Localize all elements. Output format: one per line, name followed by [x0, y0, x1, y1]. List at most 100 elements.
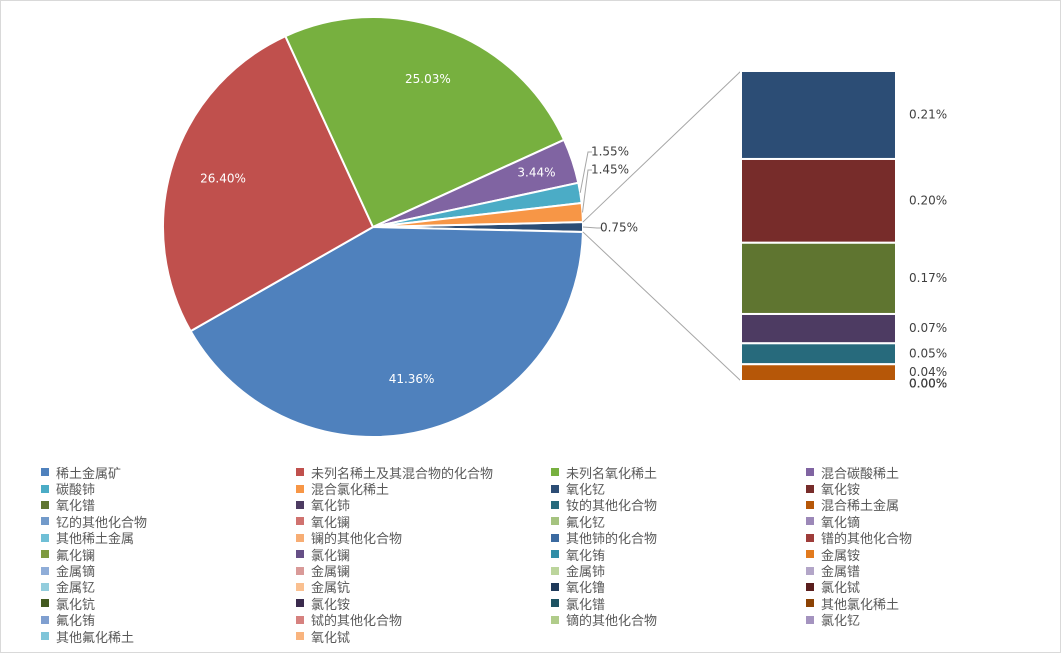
legend-item: 氧化钇	[551, 480, 806, 499]
legend-label: 钇的其他化合物	[56, 515, 148, 531]
legend-item: 金属铈	[551, 562, 806, 581]
legend-label: 金属镨	[821, 565, 861, 581]
legend-item: 氧化镝	[806, 513, 1041, 531]
pie-slice-label: 25.03%	[405, 72, 451, 86]
legend-swatch	[41, 582, 49, 591]
legend-item: 铽的其他化合物	[296, 612, 551, 630]
legend-swatch	[806, 500, 814, 509]
legend-swatch	[41, 500, 49, 509]
legend-label: 氯化铽	[821, 581, 861, 597]
legend-item: 金属铵	[806, 546, 1041, 564]
legend-swatch	[296, 632, 304, 641]
legend-swatch	[41, 517, 49, 526]
legend-swatch	[296, 500, 304, 509]
legend-label: 镝的其他化合物	[566, 614, 658, 630]
legend-item: 钕的其他化合物	[551, 497, 806, 514]
legend-label: 金属铈	[566, 565, 606, 581]
bar-segment	[740, 157, 897, 244]
legend-label: 碳酸铈	[56, 483, 96, 499]
legend-swatch	[551, 533, 559, 542]
legend-swatch	[41, 533, 49, 542]
legend-item: 氟化钇	[551, 513, 806, 531]
leader-line	[582, 169, 592, 213]
legend-swatch	[806, 615, 814, 624]
legend-label: 混合碳酸稀土	[821, 466, 900, 482]
legend-label: 氧化铽	[311, 630, 351, 646]
legend-item: 其他铈的化合物	[551, 530, 806, 548]
legend-swatch	[806, 517, 814, 526]
legend-swatch	[296, 468, 304, 477]
legend-label: 氧化铕	[566, 548, 606, 564]
legend-swatch	[551, 550, 559, 559]
legend-swatch	[41, 615, 49, 624]
legend-swatch	[806, 533, 814, 542]
legend-label: 氧化铵	[821, 483, 861, 499]
legend-label: 铽的其他化合物	[311, 614, 403, 630]
legend-swatch	[551, 566, 559, 575]
legend-label: 氧化铈	[311, 499, 351, 515]
legend-label: 其他氟化稀土	[56, 630, 135, 646]
legend-label: 其他稀土金属	[56, 532, 135, 548]
legend-item: 氧化铈	[296, 497, 551, 515]
legend-swatch	[41, 599, 49, 608]
legend-item: 氧化镥	[551, 579, 806, 596]
legend-swatch	[296, 566, 304, 575]
legend-label: 氯化钪	[56, 597, 96, 613]
legend-label: 金属镧	[311, 565, 351, 581]
leader-line	[579, 151, 592, 193]
legend-swatch	[806, 566, 814, 575]
legend-item: 氯化铽	[806, 579, 1041, 597]
bar-segment-label: 0.20%	[909, 193, 947, 207]
bar-segment	[740, 70, 897, 160]
bar-segment-label: 0.00%	[909, 377, 947, 391]
legend-item: 金属镝	[41, 562, 296, 580]
legend-item: 金属钇	[41, 579, 296, 596]
legend-item: 其他氟化稀土	[41, 628, 296, 646]
legend-label: 混合氯化稀土	[311, 483, 390, 499]
legend-swatch	[41, 632, 49, 641]
legend-item: 氯化镨	[551, 595, 806, 613]
pie-slice-label: 0.75%	[600, 221, 638, 235]
legend-swatch	[296, 615, 304, 624]
legend-item: 镨的其他化合物	[806, 530, 1041, 548]
pie-slice-label: 3.44%	[517, 165, 555, 179]
legend-label: 氧化镧	[311, 515, 351, 531]
bar-segment-label: 0.07%	[909, 321, 947, 335]
legend-item: 金属钪	[296, 579, 551, 596]
legend-swatch	[41, 566, 49, 575]
legend-swatch	[806, 484, 814, 493]
bar-segment	[740, 342, 897, 366]
bar-segment	[740, 363, 897, 383]
legend-item: 碳酸铈	[41, 480, 296, 499]
legend-swatch	[41, 550, 49, 559]
bar-segment	[740, 241, 897, 315]
bar-segment-label: 0.00%	[909, 377, 947, 391]
bar-stack	[740, 70, 897, 383]
legend-label: 氟化铕	[56, 614, 96, 630]
legend-item: 其他氯化稀土	[806, 595, 1041, 613]
legend-label: 氯化钇	[821, 614, 861, 630]
legend-label: 镨的其他化合物	[821, 532, 913, 548]
legend-item: 氟化镧	[41, 546, 296, 564]
legend-item: 混合稀土金属	[806, 497, 1041, 514]
legend-label: 其他铈的化合物	[566, 532, 658, 548]
legend-label: 金属铵	[821, 548, 861, 564]
legend-swatch	[296, 599, 304, 608]
legend-label: 氟化镧	[56, 548, 96, 564]
legend-item: 其他稀土金属	[41, 530, 296, 548]
legend-label: 氧化钇	[566, 483, 606, 499]
legend-swatch	[551, 517, 559, 526]
legend-swatch	[551, 615, 559, 624]
legend-label: 氯化铵	[311, 597, 351, 613]
legend-swatch	[41, 468, 49, 477]
legend-label: 氟化钇	[566, 515, 606, 531]
legend-label: 氧化镝	[821, 515, 861, 531]
legend-swatch	[296, 550, 304, 559]
legend-label: 氧化镨	[56, 499, 96, 515]
legend-item: 钇的其他化合物	[41, 513, 296, 531]
legend-item: 氯化钪	[41, 595, 296, 613]
bar-segment	[740, 312, 897, 345]
pie-slice	[189, 225, 584, 438]
legend-item: 氯化钇	[806, 612, 1041, 630]
legend-swatch	[806, 599, 814, 608]
